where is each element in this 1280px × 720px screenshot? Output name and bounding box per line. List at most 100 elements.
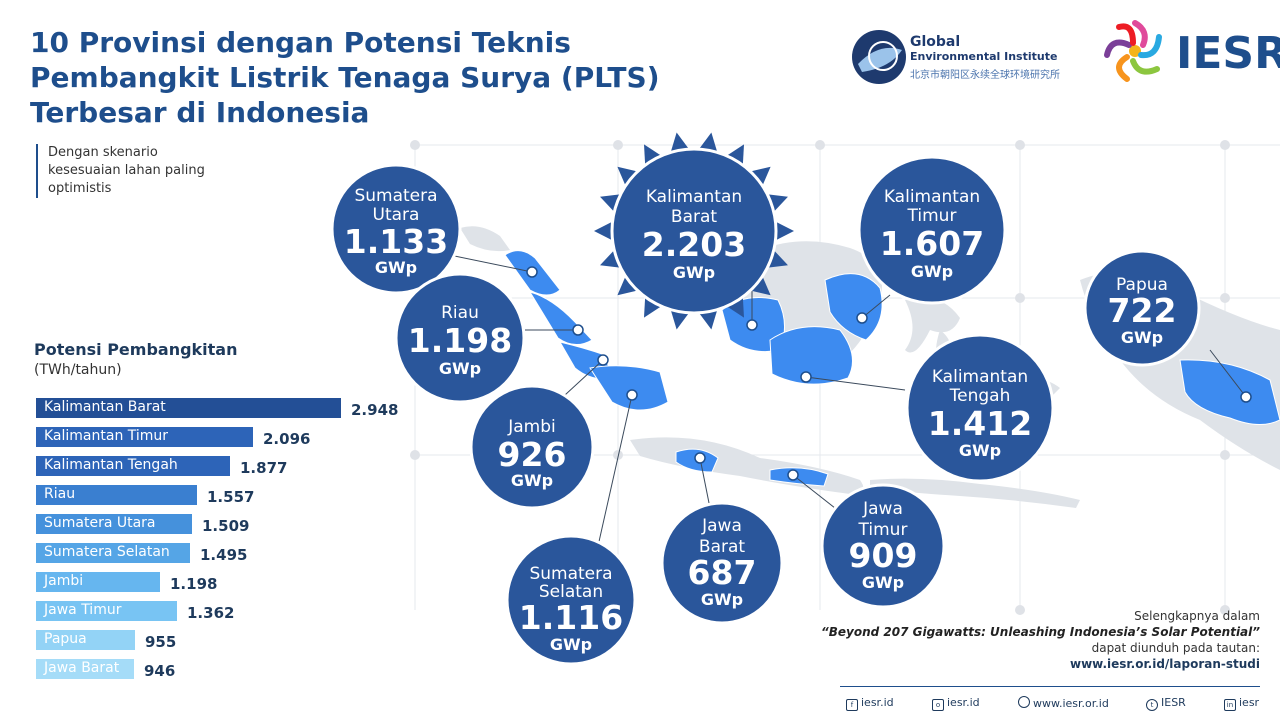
sun-ray <box>617 273 640 296</box>
bar-category-label: Sumatera Utara <box>44 515 156 531</box>
map-kalimantan-timur <box>824 273 883 341</box>
bubble-jambi: Jambi 926 GWp <box>469 384 595 510</box>
instagram-icon: o <box>932 699 944 711</box>
footer-instagram[interactable]: o iesr.id <box>932 696 980 711</box>
bar <box>36 630 135 650</box>
bar <box>36 514 192 534</box>
info-line-3: dapat diunduh pada tautan: <box>1091 641 1260 655</box>
bubble-value: 926 <box>498 435 567 474</box>
scenario-note: Dengan skenario kesesuaian lahan paling … <box>36 144 248 198</box>
website-url: www.iesr.or.id <box>1033 697 1109 710</box>
globe-icon <box>1018 696 1030 708</box>
note-line-3: optimistis <box>48 181 112 196</box>
bar <box>36 485 197 505</box>
bubble-unit: GWp <box>701 590 743 609</box>
footer-linkedin[interactable]: in iesr <box>1224 696 1259 711</box>
bar-category-label: Riau <box>44 486 76 502</box>
map-riau <box>528 291 593 345</box>
bubble-label-2: Barat <box>699 537 745 557</box>
bar-value-label: 946 <box>144 662 176 680</box>
iesr-logo-icon <box>1104 20 1162 82</box>
facebook-icon: f <box>846 699 858 711</box>
bubble-sumatera-selatan: Sumatera Selatan 1.116 GWp <box>505 534 637 666</box>
map-kalimantan-tengah <box>769 326 853 385</box>
sun-ray <box>773 220 794 242</box>
bar-value-label: 1.362 <box>187 604 235 622</box>
bubble-value: 722 <box>1108 291 1177 330</box>
sun-ray <box>748 273 771 296</box>
bar-value-label: 2.948 <box>351 401 399 419</box>
bubble-unit: GWp <box>550 635 592 654</box>
bubble-label-2: Timur <box>858 520 908 540</box>
bubble-value: 687 <box>688 553 757 592</box>
bubble-label: Jawa <box>701 516 742 536</box>
bar-value-label: 955 <box>145 633 177 651</box>
bubble-kalimantan-barat: Kalimantan Barat 2.203 GWp <box>610 147 778 315</box>
bar-value-label: 1.198 <box>170 575 218 593</box>
bubble-jawa-barat: Jawa Barat 687 GWp <box>660 501 784 625</box>
bar <box>36 456 230 476</box>
title-line-2: Pembangkit Listrik Tenaga Surya (PLTS) <box>30 61 660 94</box>
bar <box>36 572 160 592</box>
facebook-handle: iesr.id <box>861 696 894 709</box>
bar-value-label: 1.877 <box>240 459 288 477</box>
iesr-wordmark: IESR <box>1176 28 1280 79</box>
bar-category-label: Kalimantan Timur <box>44 428 169 444</box>
bubble-jawa-timur: Jawa Timur 909 GWp <box>820 483 946 609</box>
bubble-value: 1.412 <box>928 404 1032 443</box>
twitter-icon: t <box>1146 699 1158 711</box>
footer-website[interactable]: www.iesr.or.id <box>1018 696 1109 710</box>
bar-category-label: Kalimantan Barat <box>44 399 166 415</box>
footer-twitter[interactable]: t IESR <box>1146 696 1186 711</box>
bubble-label-2: Utara <box>373 205 420 225</box>
bubble-kalimantan-tengah: Kalimantan Tengah 1.412 GWp <box>905 333 1055 483</box>
report-link[interactable]: www.iesr.or.id/laporan-studi <box>1069 657 1260 671</box>
gei-chinese-name: 北京市朝阳区永续全球环境研究所 <box>910 70 1060 81</box>
title-line-3: Terbesar di Indonesia <box>30 96 370 129</box>
sun-ray <box>617 166 640 189</box>
bubble-label: Kalimantan <box>884 187 980 207</box>
bubble-kalimantan-timur: Kalimantan Timur 1.607 GWp <box>857 155 1007 305</box>
bar-category-label: Jambi <box>44 573 84 589</box>
bubble-label: Sumatera <box>529 564 612 584</box>
bubble-label: Jambi <box>507 417 556 437</box>
bubble-sumatera-utara: Sumatera Utara 1.133 GWp <box>330 163 462 295</box>
bar <box>36 601 177 621</box>
bubble-unit: GWp <box>673 263 715 282</box>
map-highlight-provinces <box>504 250 1280 487</box>
map-sumatera-selatan <box>589 365 669 411</box>
bubble-label: Sumatera <box>354 186 437 206</box>
bar-chart-title: Potensi Pembangkitan <box>34 340 238 359</box>
province-markers <box>526 266 1252 481</box>
bar <box>36 543 190 563</box>
bar-category-label: Sumatera Selatan <box>44 544 170 560</box>
logo-area: Global Environmental Institute 北京市朝阳区永续全… <box>848 20 1280 90</box>
map-jawa-timur <box>769 467 829 487</box>
bubble-value: 1.116 <box>519 598 623 637</box>
bar <box>36 659 134 679</box>
footer-facebook[interactable]: f iesr.id <box>846 696 894 711</box>
bubble-value: 1.198 <box>408 321 512 360</box>
bar <box>36 398 341 418</box>
info-line-1: Selengkapnya dalam <box>1134 609 1260 623</box>
bubble-riau: Riau 1.198 GWp <box>394 272 526 404</box>
bubble-value: 909 <box>849 536 918 575</box>
page-title: 10 Provinsi dengan Potensi Teknis Pemban… <box>30 25 660 130</box>
note-line-1: Dengan skenario <box>48 145 158 160</box>
bubble-unit: GWp <box>959 441 1001 460</box>
bubble-papua: Papua 722 GWp <box>1083 249 1201 367</box>
note-line-2: kesesuaian lahan paling <box>48 163 205 178</box>
bubble-unit: GWp <box>911 262 953 281</box>
gei-subname: Environmental Institute <box>910 50 1058 63</box>
bubble-label-2: Barat <box>671 207 717 227</box>
bubble-label: Jawa <box>862 499 903 519</box>
bubble-label: Kalimantan <box>932 367 1028 387</box>
bubble-label-2: Selatan <box>539 582 603 602</box>
bar-value-label: 2.096 <box>263 430 311 448</box>
bar-category-label: Kalimantan Tengah <box>44 457 178 473</box>
bubble-unit: GWp <box>511 471 553 490</box>
bubble-label: Kalimantan <box>646 187 742 207</box>
linkedin-icon: in <box>1224 699 1236 711</box>
bubble-label-2: Tengah <box>949 386 1011 406</box>
